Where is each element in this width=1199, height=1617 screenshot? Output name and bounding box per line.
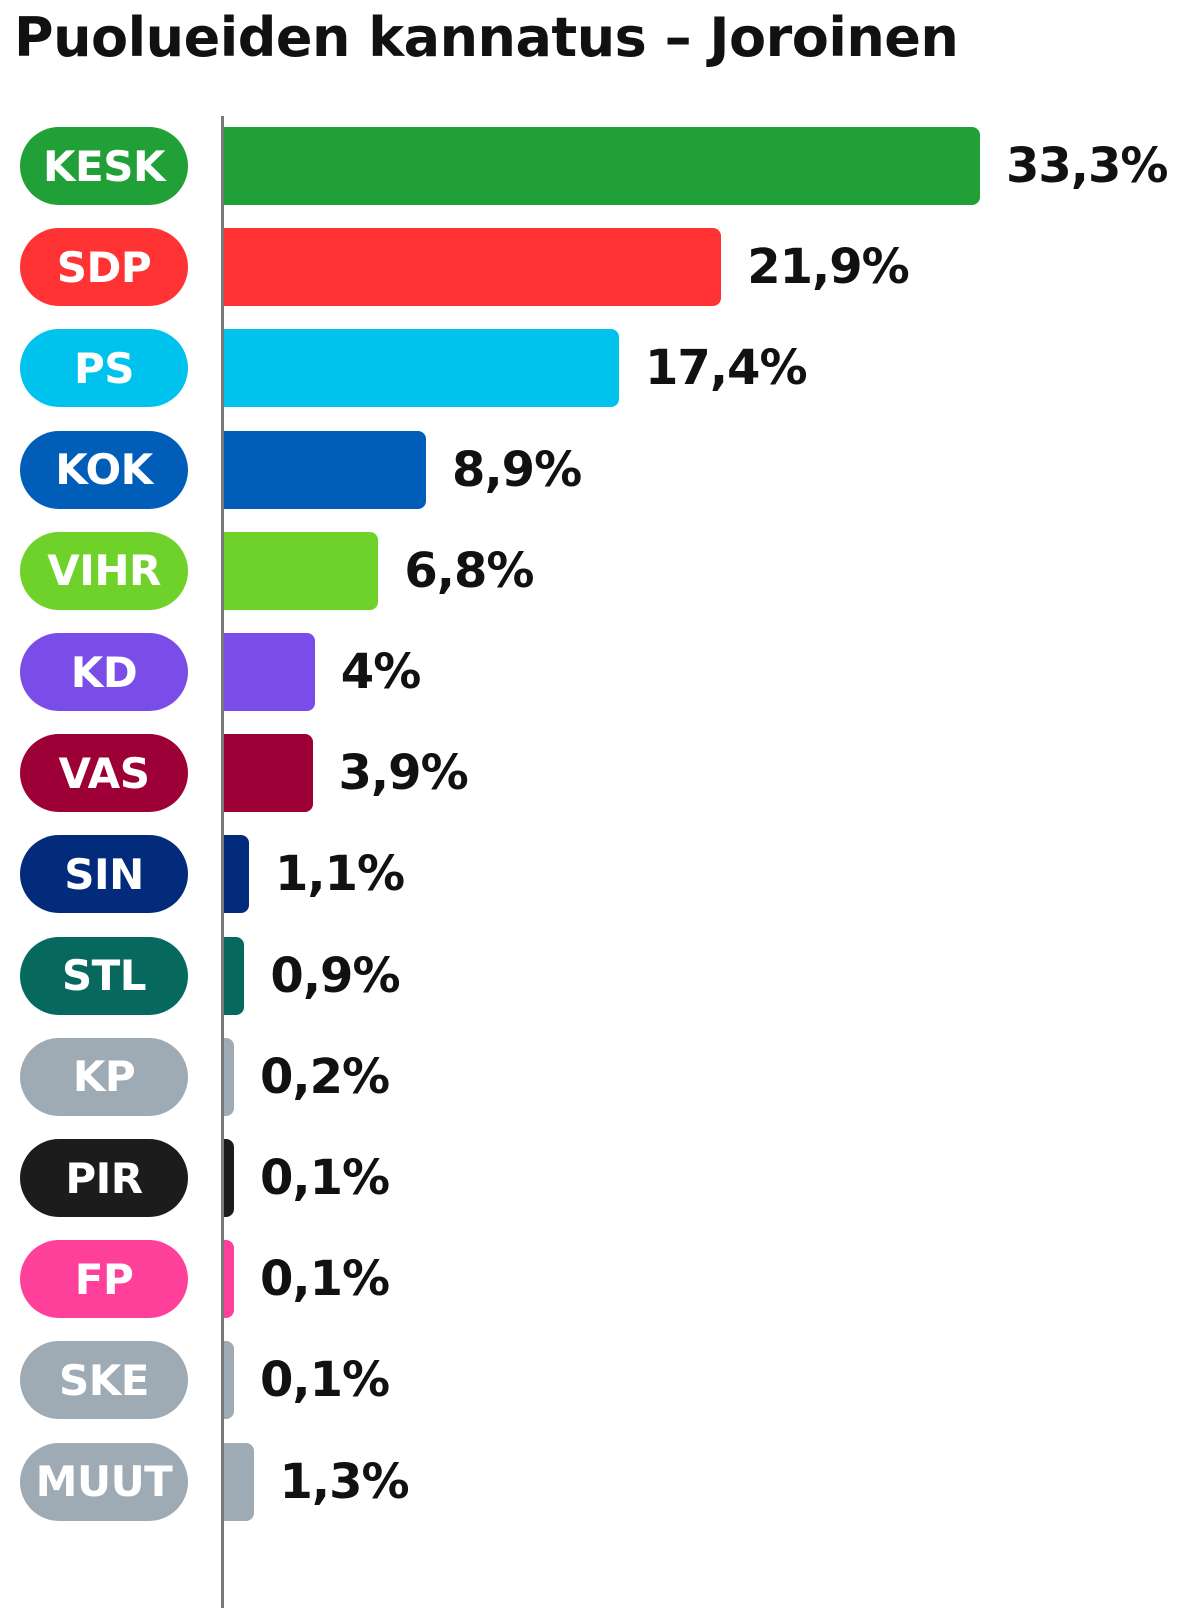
party-label: FP [20, 1240, 188, 1319]
chart-title: Puolueiden kannatus – Joroinen [14, 6, 959, 69]
value-label: 0,1% [260, 1150, 390, 1206]
party-label: KESK [20, 127, 188, 205]
bar-row-sin: SIN 1,1% [0, 835, 1199, 914]
party-label: VAS [20, 734, 188, 813]
bar-row-stl: STL 0,9% [0, 936, 1199, 1015]
party-label: SIN [20, 835, 188, 914]
bar [224, 1139, 234, 1217]
bar-row-vas: VAS 3,9% [0, 734, 1199, 813]
value-label: 0,1% [260, 1251, 390, 1308]
value-label: 21,9% [747, 239, 910, 296]
value-label: 1,1% [274, 846, 405, 903]
bar-row-pir: PIR 0,1% [0, 1139, 1199, 1217]
bar [224, 936, 245, 1015]
value-label: 0,9% [270, 947, 400, 1004]
party-label: KOK [20, 430, 188, 509]
bar-row-kd: KD 4% [0, 633, 1199, 711]
bar [224, 228, 722, 307]
bar [224, 835, 249, 914]
party-label: PIR [20, 1139, 188, 1217]
value-label: 17,4% [645, 340, 808, 397]
bar-row-fp: FP 0,1% [0, 1240, 1199, 1319]
bar-row-ps: PS 17,4% [0, 329, 1199, 408]
bar-row-kok: KOK 8,9% [0, 430, 1199, 509]
bar-row-vihr: VIHR 6,8% [0, 531, 1199, 610]
bar-row-sdp: SDP 21,9% [0, 228, 1199, 307]
bar [224, 633, 315, 711]
bar-row-kesk: KESK 33,3% [0, 127, 1199, 205]
party-label: SDP [20, 228, 188, 307]
value-label: 1,3% [279, 1453, 410, 1510]
party-label: KD [20, 633, 188, 711]
bar-row-ske: SKE 0,1% [0, 1341, 1199, 1420]
bar-row-kp: KP 0,2% [0, 1037, 1199, 1116]
value-label: 6,8% [404, 542, 534, 599]
value-label: 33,3% [1006, 138, 1169, 194]
value-label: 3,9% [338, 745, 469, 802]
party-label: KP [20, 1037, 188, 1116]
bar [224, 1240, 234, 1319]
bar [224, 329, 620, 408]
value-label: 0,2% [260, 1048, 390, 1105]
bar [224, 127, 980, 205]
value-label: 0,1% [260, 1352, 390, 1409]
bar [224, 1341, 234, 1420]
bar [224, 734, 313, 813]
bar [224, 1037, 234, 1116]
bar [224, 531, 379, 610]
party-label: MUUT [20, 1442, 188, 1521]
party-label: STL [20, 936, 188, 1015]
bar-row-muut: MUUT 1,3% [0, 1442, 1199, 1521]
party-label: VIHR [20, 531, 188, 610]
value-label: 4% [340, 644, 421, 700]
y-axis-line [221, 116, 224, 1608]
bar [224, 430, 427, 509]
party-label: PS [20, 329, 188, 408]
party-label: SKE [20, 1341, 188, 1420]
bar [224, 1442, 254, 1521]
value-label: 8,9% [452, 441, 582, 498]
